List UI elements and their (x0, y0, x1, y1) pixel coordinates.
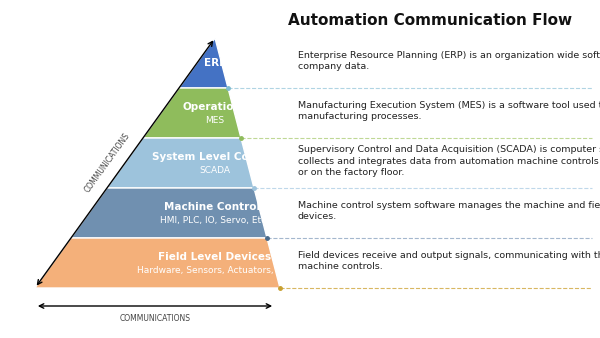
Text: Supervisory Control and Data Acquisition (SCADA) is computer system that
collect: Supervisory Control and Data Acquisition… (298, 145, 600, 176)
Polygon shape (143, 88, 241, 138)
Text: Manufacturing Execution System (MES) is a software tool used to track
manufactur: Manufacturing Execution System (MES) is … (298, 101, 600, 121)
Polygon shape (35, 238, 280, 288)
Text: COMMUNICATIONS: COMMUNICATIONS (83, 131, 131, 194)
Text: SCADA: SCADA (199, 166, 230, 175)
Text: Automation Communication Flow: Automation Communication Flow (288, 13, 572, 28)
Text: Operations: Operations (182, 102, 248, 112)
Polygon shape (179, 38, 228, 88)
Text: COMMUNICATIONS: COMMUNICATIONS (119, 314, 191, 323)
Text: HMI, PLC, IO, Servo, Etc.: HMI, PLC, IO, Servo, Etc. (161, 216, 269, 225)
Text: Machine Controls: Machine Controls (164, 202, 266, 212)
Text: Enterprise Resource Planning (ERP) is an organization wide software tool that co: Enterprise Resource Planning (ERP) is an… (298, 51, 600, 71)
Text: ERP: ERP (203, 58, 226, 68)
Text: Machine control system software manages the machine and field level
devices.: Machine control system software manages … (298, 201, 600, 221)
Text: Hardware, Sensors, Actuators, Etc.: Hardware, Sensors, Actuators, Etc. (137, 266, 293, 275)
Text: MES: MES (205, 116, 224, 125)
Polygon shape (71, 188, 267, 238)
Text: Field devices receive and output signals, communicating with the
machine control: Field devices receive and output signals… (298, 251, 600, 271)
Text: Field Level Devices: Field Level Devices (158, 252, 272, 262)
Text: System Level Control: System Level Control (152, 152, 278, 162)
Polygon shape (107, 138, 254, 188)
